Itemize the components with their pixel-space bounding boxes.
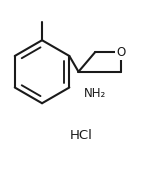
Text: NH₂: NH₂ bbox=[83, 87, 106, 100]
Text: HCl: HCl bbox=[70, 129, 93, 142]
Text: O: O bbox=[116, 45, 125, 58]
